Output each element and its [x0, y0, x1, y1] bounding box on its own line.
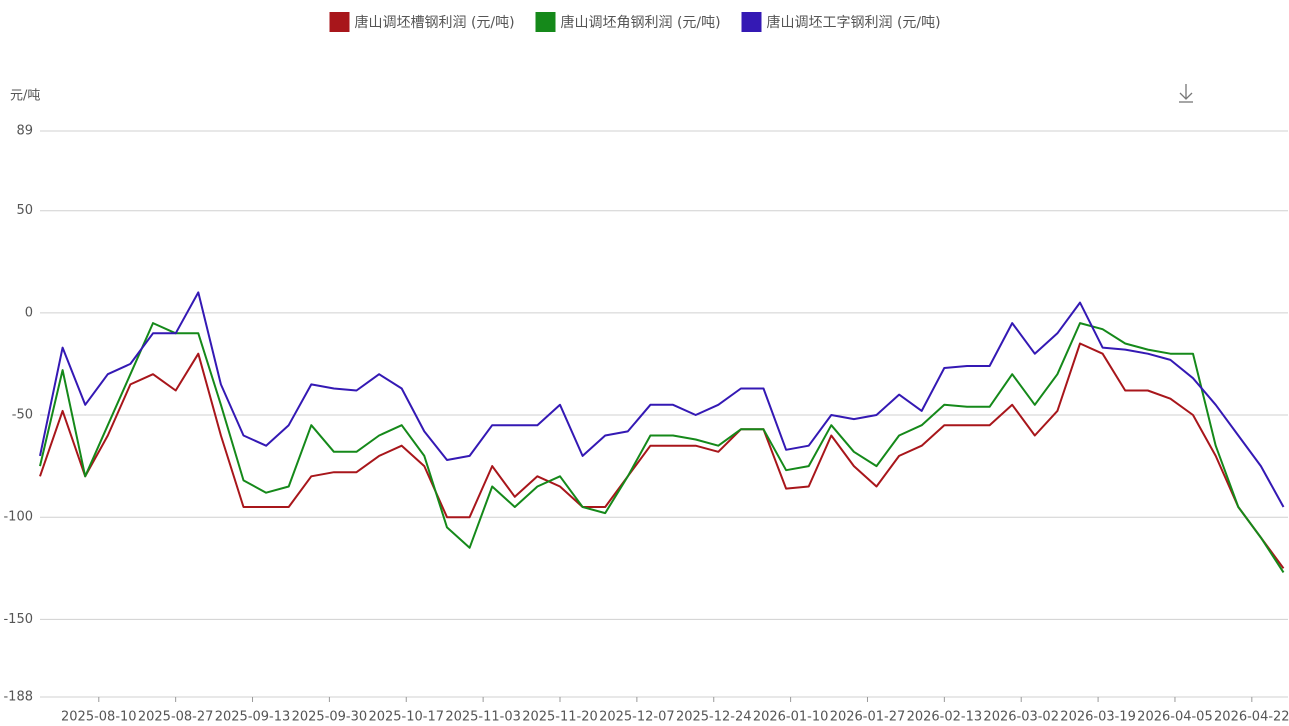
y-tick-label: -150 [3, 612, 33, 627]
legend-swatch [535, 12, 556, 32]
x-tick-label: 2026-01-10 [753, 710, 829, 725]
y-tick-label: 0 [25, 305, 33, 320]
x-tick-label: 2025-09-13 [215, 710, 291, 725]
x-tick-label: 2025-12-24 [676, 710, 752, 725]
y-tick-label: 50 [16, 203, 33, 218]
x-tick-label: 2025-11-03 [445, 710, 521, 725]
y-tick-label: -50 [12, 408, 33, 423]
legend-label: 唐山调坯工字钢利润 (元/吨) [767, 14, 941, 31]
y-tick-label: -188 [3, 690, 33, 705]
x-tick-label: 2026-01-27 [830, 710, 906, 725]
x-tick-label: 2025-12-07 [599, 710, 675, 725]
x-tick-label: 2025-10-17 [368, 710, 444, 725]
x-tick-label: 2026-04-22 [1214, 710, 1289, 725]
x-tick-label: 2025-08-27 [138, 710, 214, 725]
y-unit-label: 元/吨 [10, 89, 40, 104]
legend-swatch [741, 12, 762, 32]
legend-label: 唐山调坯槽钢利润 (元/吨) [355, 14, 515, 31]
legend-swatch [329, 12, 350, 32]
series-line [39, 291, 1285, 508]
download-icon[interactable] [1179, 84, 1193, 103]
x-tick-label: 2026-04-05 [1137, 710, 1213, 725]
x-tick-label: 2025-09-30 [292, 710, 368, 725]
x-tick-label: 2026-03-02 [983, 710, 1059, 725]
legend-label: 唐山调坯角钢利润 (元/吨) [561, 14, 721, 31]
series-line [39, 342, 1285, 569]
series-line [39, 322, 1285, 573]
y-tick-label: 89 [16, 124, 33, 139]
x-tick-label: 2026-03-19 [1060, 710, 1136, 725]
x-tick-label: 2025-08-10 [61, 710, 137, 725]
y-tick-label: -100 [3, 510, 33, 525]
x-tick-label: 2025-11-20 [522, 710, 598, 725]
x-tick-label: 2026-02-13 [907, 710, 983, 725]
